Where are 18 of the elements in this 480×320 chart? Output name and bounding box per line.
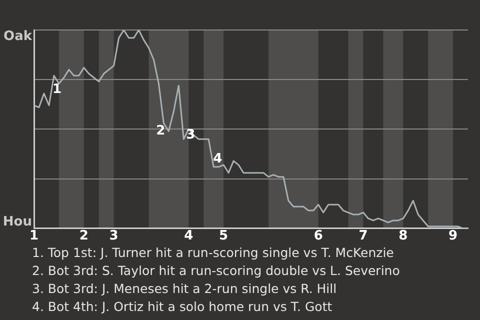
x-tick-label: 4 (184, 228, 194, 244)
annotation: 1 (52, 82, 62, 98)
text: 1. Top 1st: J. Turner hit a run-scoring single vs T. McKenzie (32, 244, 395, 262)
annotation: 4 (213, 151, 222, 166)
x-tick-label: 1 (29, 228, 39, 244)
text: 3. Bot 3rd: J. Meneses hit a 2-run single vs R. Hill (32, 280, 338, 298)
x-tick-label: 3 (109, 228, 118, 244)
text: 2. Bot 3rd: S. Taylor hit a run-scoring double vs L. Severino (32, 262, 401, 280)
x-tick-label: 7 (358, 228, 368, 244)
text: Oak (4, 28, 32, 44)
x-tick-label: 6 (314, 228, 323, 244)
text: Hou (2, 214, 32, 230)
x-tick-label: 9 (448, 228, 458, 244)
x-tick-label: 2 (79, 228, 88, 244)
annotation: 2 (156, 124, 166, 139)
x-tick-label: 5 (219, 228, 228, 244)
x-tick-label: 8 (398, 228, 408, 244)
text: 4. Bot 4th: J. Ortiz hit a solo home run vs T. Gott (32, 298, 334, 316)
